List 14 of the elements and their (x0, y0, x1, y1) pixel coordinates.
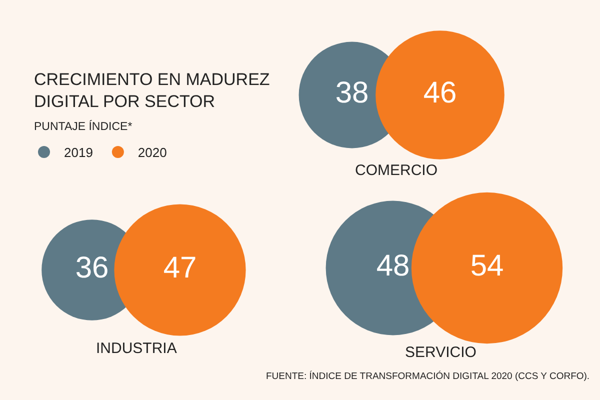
text: CRECIMIENTO EN MADUREZ DIGITAL POR SECTOR (34, 70, 270, 112)
data-label: 54 (470, 250, 504, 282)
text: PUNTAJE ÍNDICE* (34, 120, 133, 133)
legend-label: 2020 (138, 145, 167, 160)
data-label: 46 (423, 76, 457, 110)
category-label: INDUSTRIA (96, 340, 177, 357)
data-label: 47 (163, 252, 197, 284)
category-label: SERVICIO (405, 344, 476, 361)
category-label: COMERCIO (355, 162, 438, 179)
data-label: 48 (376, 250, 410, 282)
data-label: 36 (75, 252, 109, 284)
source-note: FUENTE: ÍNDICE DE TRANSFORMACIÓN DIGITAL 2020 (CCS Y CORFO). (266, 370, 590, 382)
data-label: 38 (335, 76, 369, 110)
legend-label: 2019 (64, 145, 93, 160)
